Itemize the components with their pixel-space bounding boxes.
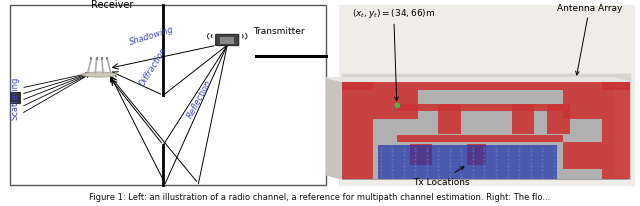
Bar [467, 144, 486, 165]
Text: Figure 1: Left: an illustration of a radio channel, a reference for multipath ch: Figure 1: Left: an illustration of a rad… [90, 192, 550, 201]
Bar [373, 91, 418, 119]
Bar [563, 142, 602, 169]
Polygon shape [342, 82, 630, 179]
Text: Shadowing: Shadowing [128, 24, 175, 46]
Bar [563, 91, 602, 119]
Text: Reflection: Reflection [186, 78, 213, 119]
Text: Transmitter: Transmitter [253, 27, 305, 36]
Bar [342, 82, 630, 91]
Bar [547, 104, 570, 134]
Bar [10, 93, 21, 104]
Text: Receiver: Receiver [91, 0, 133, 10]
Bar [339, 6, 635, 186]
Bar [342, 82, 373, 179]
Ellipse shape [82, 73, 117, 78]
Polygon shape [614, 78, 630, 179]
Bar [397, 104, 563, 111]
Polygon shape [326, 78, 630, 82]
Bar [10, 6, 326, 185]
Bar [397, 135, 563, 142]
Text: Scattering: Scattering [10, 76, 19, 119]
Text: Antenna Array: Antenna Array [557, 4, 622, 76]
FancyBboxPatch shape [216, 35, 239, 46]
Polygon shape [378, 145, 557, 179]
Bar [512, 104, 534, 134]
Bar [602, 82, 630, 179]
Bar [220, 37, 234, 44]
Text: Tx Locations: Tx Locations [413, 167, 469, 186]
Polygon shape [326, 78, 342, 179]
Bar [438, 104, 461, 134]
Text: $(x_t, y_t) = (34,66)$m: $(x_t, y_t) = (34,66)$m [352, 7, 435, 101]
Bar [410, 144, 432, 165]
Text: Diffraction: Diffraction [138, 46, 168, 88]
